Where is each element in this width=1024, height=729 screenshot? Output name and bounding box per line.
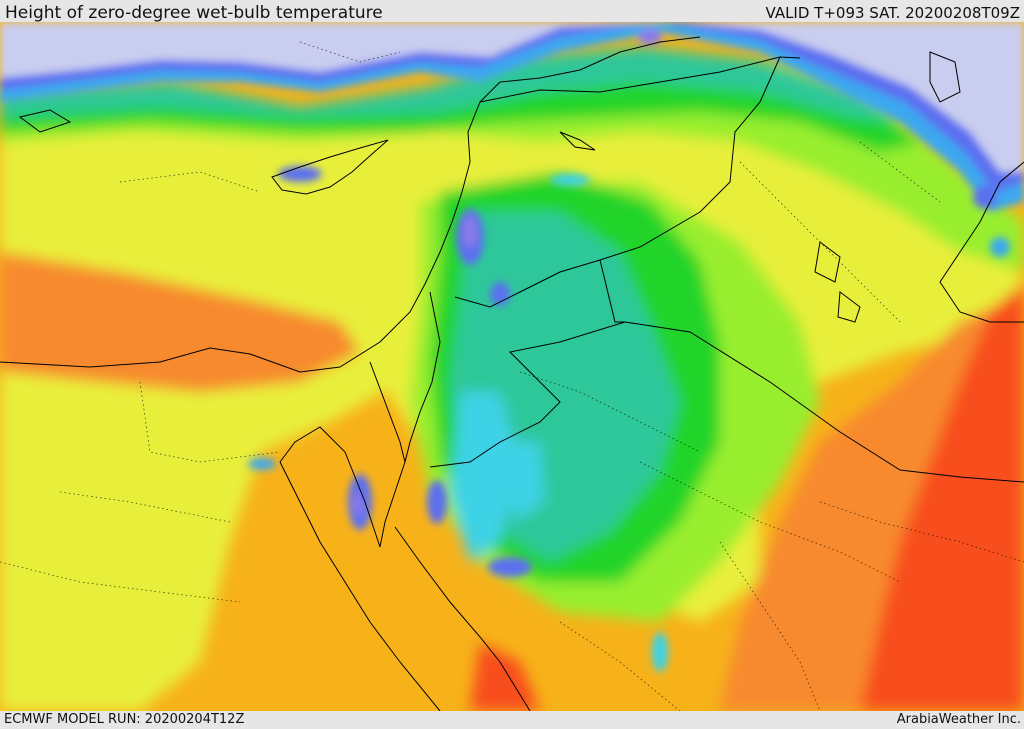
- weather-map: [0, 22, 1024, 711]
- model-run-label: ECMWF MODEL RUN: 20200204T12Z: [4, 712, 245, 727]
- admin-boundaries: [0, 41, 1024, 711]
- border-lines: [0, 36, 1024, 711]
- map-canvas: [0, 22, 1024, 711]
- valid-time-label: VALID T+093 SAT. 20200208T09Z: [765, 4, 1020, 22]
- credit-label: ArabiaWeather Inc.: [896, 712, 1021, 727]
- header-bar: Height of zero-degree wet-bulb temperatu…: [0, 0, 1024, 23]
- footer-bar: ECMWF MODEL RUN: 20200204T12Z ArabiaWeat…: [0, 711, 1024, 729]
- field-cold-zone: [0, 22, 1024, 672]
- field-bands: [0, 47, 1024, 711]
- map-title: Height of zero-degree wet-bulb temperatu…: [5, 3, 383, 23]
